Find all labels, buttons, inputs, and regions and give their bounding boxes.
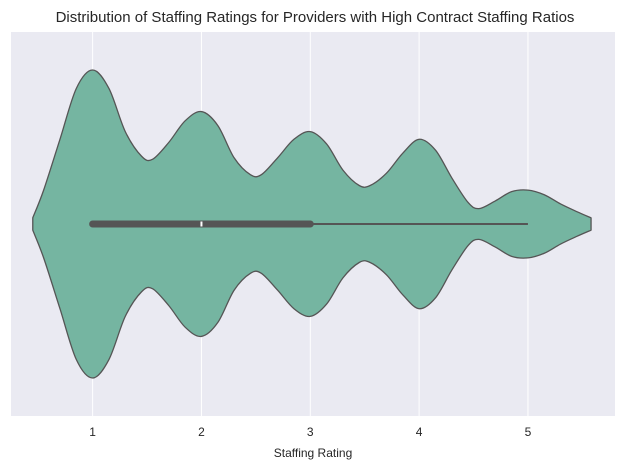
x-tick-label: 4 (416, 425, 423, 439)
x-tick-label: 3 (307, 425, 314, 439)
x-tick-label: 1 (89, 425, 96, 439)
x-axis-label: Staffing Rating (274, 446, 353, 460)
chart-title: Distribution of Staffing Ratings for Pro… (56, 9, 575, 26)
x-tick-labels: 1 2 3 4 5 (89, 425, 531, 439)
box-layer (89, 220, 528, 228)
x-tick-label: 5 (525, 425, 532, 439)
x-tick-label: 2 (198, 425, 205, 439)
